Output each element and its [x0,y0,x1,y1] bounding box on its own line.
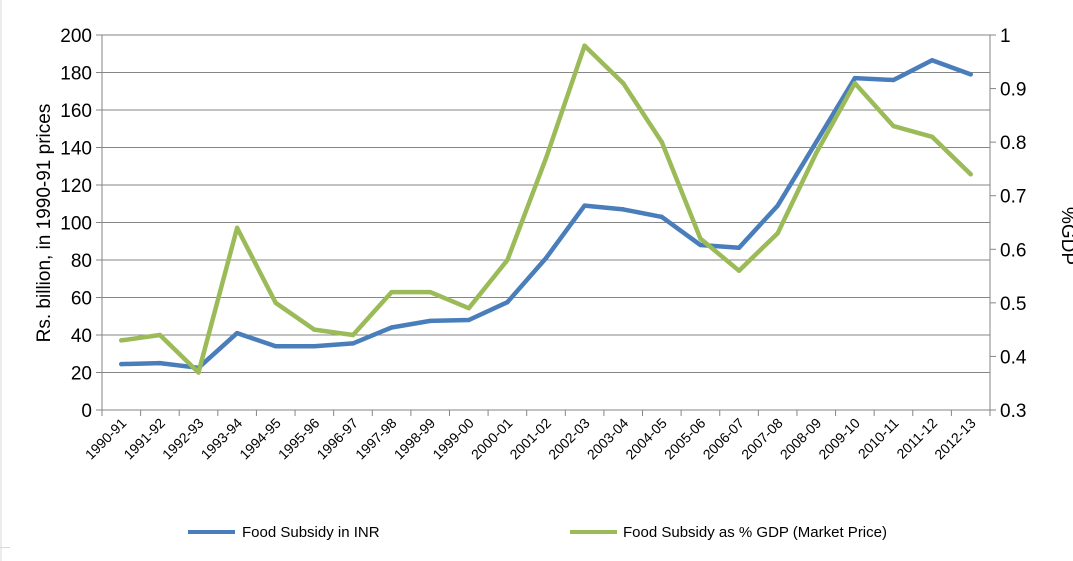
data-point-inr [234,330,240,336]
data-point-gdp [621,81,626,86]
x-tick-label: 2007-08 [738,415,786,463]
x-tick-label: 1993-94 [198,415,246,463]
tick-labels: 0 20 40 60 80 100 120 140 160 180 200 0.3 0.4 0.5 0.6 0… [60,26,1027,462]
y-tick-label: 140 [60,139,92,160]
data-point-gdp [929,134,935,139]
y2-tick-label: 0.4 [1000,347,1027,368]
data-point-inr [505,299,510,305]
x-tick-label: 1996-97 [313,415,361,463]
y2-tick-label: 0.8 [1000,133,1026,154]
y-tick-label: 180 [60,64,92,85]
y-tick-label: 100 [60,214,92,235]
x-tick-label: 2010-11 [855,415,902,462]
data-point-gdp [312,327,317,332]
data-point-gdp [389,289,394,295]
series-lines [119,43,973,375]
data-point-inr [852,75,858,81]
data-point-gdp [466,306,471,311]
y-tick-label: 0 [81,401,92,422]
y2-tick-label: 0.7 [1000,187,1026,208]
data-point-gdp [659,139,665,145]
x-tick-label: 2009-10 [815,415,863,463]
data-point-inr [157,360,163,366]
x-tick-label: 1998-99 [391,415,439,463]
x-tick-label: 1992-93 [159,415,207,463]
data-point-gdp [698,236,703,241]
data-point-inr [891,77,896,83]
data-point-inr [929,58,935,63]
data-point-gdp [736,268,742,273]
data-point-gdp [119,338,124,343]
data-point-inr [621,207,626,212]
x-tick-label: 2001-02 [506,415,554,463]
x-tick-label: 1997-98 [352,415,400,463]
data-point-gdp [968,172,973,177]
data-point-inr [543,255,549,261]
data-point-gdp [157,332,163,338]
data-point-gdp [505,257,510,263]
data-point-inr [582,203,587,208]
data-point-inr [389,325,394,330]
y2-axis-title: %GDP [1057,207,1073,265]
data-point-gdp [814,150,819,156]
y2-tick-label: 0.6 [1000,240,1026,261]
data-point-inr [466,317,471,323]
x-tick-label: 1991-92 [120,415,168,463]
x-tick-label: 2008-09 [777,415,825,463]
data-point-gdp [427,289,433,295]
x-tick-label: 2005-06 [661,415,709,463]
x-tick-label: 1995-96 [275,415,323,463]
data-point-inr [775,203,780,208]
data-point-inr [427,318,433,324]
y2-tick-label: 0.3 [1000,401,1026,422]
data-point-inr [814,139,819,145]
legend-label-inr: Food Subsidy in INR [242,524,380,541]
data-point-gdp [273,300,278,306]
y-tick-label: 20 [71,364,92,385]
data-point-gdp [852,81,858,86]
data-point-gdp [582,43,587,48]
x-tick-label: 2012-13 [931,415,979,463]
x-tick-label: 2002-03 [545,415,593,463]
data-point-inr [698,242,703,248]
legend-label-gdp: Food Subsidy as % GDP (Market Price) [623,524,887,541]
x-tick-label: 2000-01 [468,415,516,463]
data-point-gdp [543,156,549,161]
x-tick-label: 1994-95 [236,415,284,463]
data-point-inr [119,361,124,367]
data-point-inr [736,245,742,251]
data-point-inr [659,214,665,220]
data-point-gdp [350,332,356,338]
y-tick-label: 120 [60,176,92,197]
y-axis-title: Rs. billion, in 1990-91 prices [34,104,55,343]
y2-tick-label: 0.5 [1000,294,1026,315]
y2-tick-label: 0.9 [1000,80,1026,101]
data-point-inr [312,344,317,349]
data-point-gdp [775,231,780,236]
x-tick-label: 2003-04 [584,415,632,463]
x-tick-label: 1999-00 [429,415,477,463]
legend: Food Subsidy in INR Food Subsidy as % GD… [188,524,887,541]
data-point-gdp [891,123,896,129]
y-tick-label: 60 [71,289,92,310]
y-tick-label: 80 [71,251,92,272]
data-point-inr [968,72,973,77]
axes [96,34,996,416]
data-point-inr [350,341,356,346]
x-tick-label: 2006-07 [700,415,748,463]
y2-tick-label: 1 [1000,26,1011,47]
data-point-gdp [196,370,201,375]
y-tick-label: 160 [60,101,92,122]
y-tick-label: 40 [71,326,92,347]
data-point-inr [273,344,278,349]
data-point-gdp [234,225,240,231]
y-tick-label: 200 [60,26,92,47]
x-tick-label: 2004-05 [622,415,670,463]
